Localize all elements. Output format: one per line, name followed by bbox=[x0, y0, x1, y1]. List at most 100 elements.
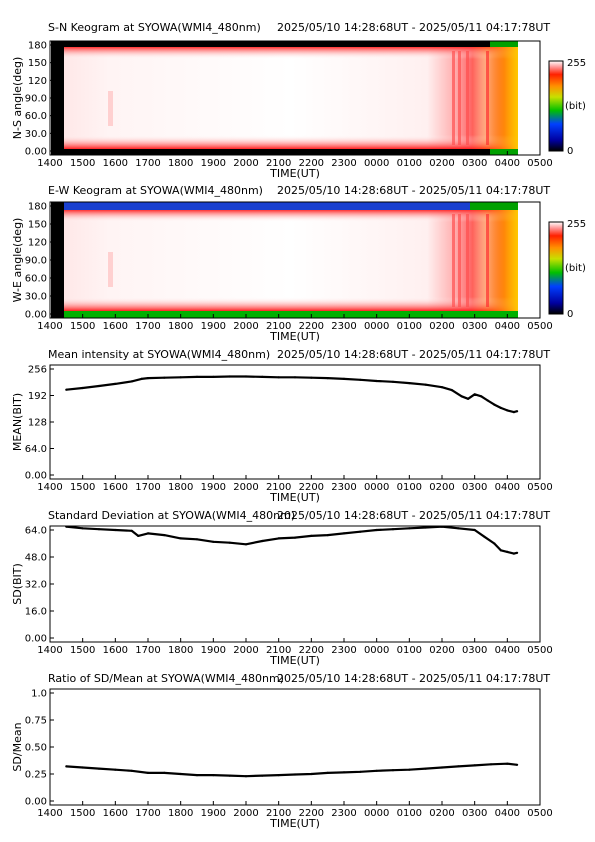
data-point bbox=[261, 375, 264, 378]
data-point bbox=[65, 388, 68, 391]
x-tick-label: 1600 bbox=[103, 645, 128, 656]
y-tick-label: 48.0 bbox=[25, 553, 47, 564]
x-tick-label: 1900 bbox=[201, 482, 226, 493]
y-tick-label: 60.0 bbox=[25, 111, 47, 122]
y-tick-label: 120 bbox=[28, 238, 47, 249]
data-point bbox=[146, 771, 150, 775]
keogram-arc-streak bbox=[452, 214, 455, 307]
data-point bbox=[326, 771, 329, 775]
data-point bbox=[195, 774, 199, 777]
data-point bbox=[146, 532, 150, 535]
data-point bbox=[130, 529, 133, 532]
y-tick-label: 32.0 bbox=[25, 580, 47, 591]
data-point bbox=[293, 536, 297, 539]
data-point bbox=[342, 771, 346, 774]
y-tick-label: 30.0 bbox=[25, 292, 47, 303]
x-tick-label: 2000 bbox=[233, 808, 258, 819]
data-point bbox=[244, 375, 248, 378]
data-point bbox=[140, 377, 143, 380]
data-point bbox=[326, 534, 329, 537]
keogram-arc-streak bbox=[486, 214, 489, 307]
x-tick-label: 1900 bbox=[201, 808, 226, 819]
x-tick-label: 0300 bbox=[462, 321, 487, 332]
data-point bbox=[359, 378, 362, 381]
x-tick-label: 1600 bbox=[103, 158, 128, 169]
y-axis-title: N-S angle(deg) bbox=[11, 57, 24, 140]
data-point bbox=[65, 765, 68, 768]
x-tick-label: 0400 bbox=[495, 482, 520, 493]
x-tick-label: 2200 bbox=[299, 321, 324, 332]
data-point bbox=[375, 769, 378, 772]
data-point bbox=[212, 375, 215, 378]
y-tick-label: 180 bbox=[28, 202, 47, 213]
x-tick-label: 0100 bbox=[397, 482, 422, 493]
data-point bbox=[97, 767, 101, 770]
keogram-edge-north bbox=[64, 47, 518, 59]
data-point bbox=[81, 527, 84, 530]
x-tick-label: 1400 bbox=[37, 158, 62, 169]
data-point bbox=[179, 376, 182, 379]
x-tick-label: 2100 bbox=[266, 808, 291, 819]
data-point bbox=[310, 772, 313, 776]
data-point bbox=[512, 411, 516, 414]
series-line bbox=[66, 375, 518, 414]
x-tick-label: 0000 bbox=[364, 808, 389, 819]
colorbar bbox=[548, 221, 564, 315]
x-tick-label: 0300 bbox=[462, 808, 487, 819]
keogram-band-bottom bbox=[64, 311, 518, 318]
data-point bbox=[408, 527, 411, 530]
data-point bbox=[163, 376, 166, 379]
y-tick-label: 0.00 bbox=[25, 471, 47, 482]
data-point bbox=[81, 766, 84, 769]
data-point bbox=[146, 377, 150, 380]
y-tick-label: 0.00 bbox=[25, 634, 47, 645]
x-tick-label: 1900 bbox=[201, 321, 226, 332]
data-point bbox=[293, 376, 297, 379]
y-tick-label: 30.0 bbox=[25, 129, 47, 140]
data-point bbox=[506, 409, 509, 412]
panel-title: E-W Keogram at SYOWA(WMI4_480nm) bbox=[48, 184, 263, 197]
x-tick-label: 1600 bbox=[103, 808, 128, 819]
data-point bbox=[408, 382, 411, 385]
keogram-band-top-end bbox=[470, 202, 518, 210]
keogram-band-top bbox=[64, 41, 518, 47]
keogram-twilight bbox=[470, 210, 518, 311]
data-point bbox=[457, 765, 460, 768]
data-point bbox=[450, 389, 453, 392]
colorbar-max-label: 255 bbox=[567, 219, 586, 230]
data-point bbox=[163, 534, 166, 537]
data-point bbox=[97, 384, 101, 388]
y-axis-title: W-E angle(deg) bbox=[11, 218, 24, 303]
x-tick-label: 0500 bbox=[527, 482, 552, 493]
data-point bbox=[179, 772, 182, 776]
y-tick-label: 0.25 bbox=[25, 770, 47, 781]
x-tick-label: 2200 bbox=[299, 158, 324, 169]
y-tick-label: 256 bbox=[28, 365, 47, 376]
y-axis-title: SD(BIT) bbox=[11, 563, 24, 605]
data-point bbox=[473, 528, 476, 532]
x-tick-label: 0000 bbox=[364, 158, 389, 169]
data-point bbox=[375, 379, 378, 383]
colorbar-unit-label: (bit) bbox=[565, 101, 586, 112]
panel-time-range: 2025/05/10 14:28:68UT - 2025/05/11 04:17… bbox=[277, 184, 550, 197]
x-tick-label: 0500 bbox=[527, 808, 552, 819]
x-tick-label: 0400 bbox=[495, 321, 520, 332]
x-axis-title: TIME(UT) bbox=[269, 491, 320, 504]
data-point bbox=[424, 767, 427, 770]
x-tick-label: 0500 bbox=[527, 645, 552, 656]
data-point bbox=[506, 762, 509, 765]
keogram-feature bbox=[108, 252, 113, 287]
x-tick-label: 0100 bbox=[397, 645, 422, 656]
keogram-arc-streak bbox=[452, 51, 455, 145]
keogram-arc-streak bbox=[466, 214, 469, 307]
data-point bbox=[130, 769, 133, 772]
data-point bbox=[137, 534, 140, 538]
x-tick-label: 1400 bbox=[37, 808, 62, 819]
x-tick-label: 0300 bbox=[462, 158, 487, 169]
x-tick-label: 0500 bbox=[527, 321, 552, 332]
keogram-edge-south bbox=[64, 135, 518, 149]
data-point bbox=[359, 770, 362, 773]
x-tick-label: 1800 bbox=[168, 321, 193, 332]
x-tick-label: 0100 bbox=[397, 321, 422, 332]
